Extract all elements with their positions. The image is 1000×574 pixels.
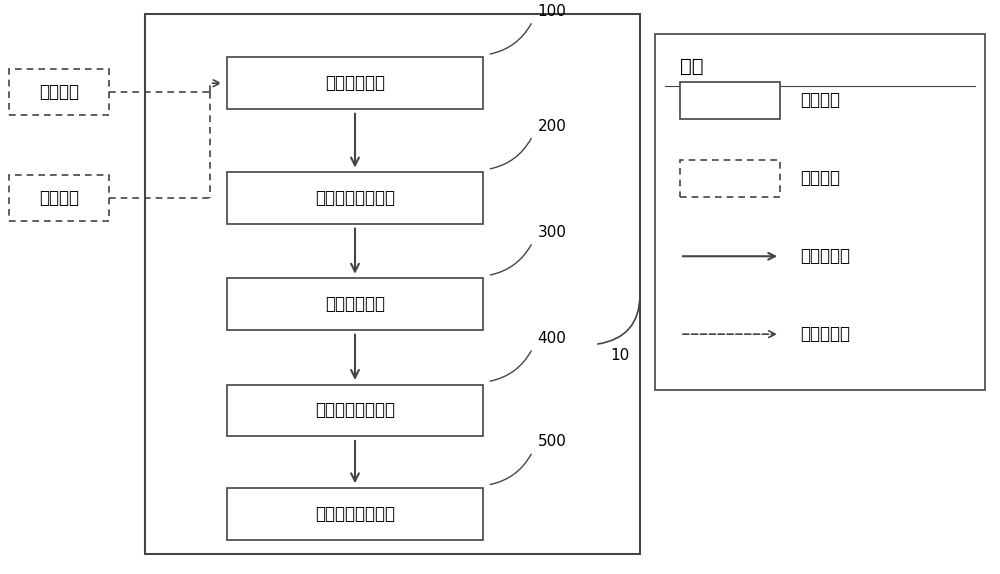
Text: 400: 400 bbox=[538, 331, 566, 346]
Text: 内部组件: 内部组件 bbox=[800, 91, 840, 110]
Text: 内部数据流: 内部数据流 bbox=[800, 247, 850, 265]
Bar bbox=[655, 34, 985, 390]
Bar bbox=[227, 488, 482, 540]
Bar bbox=[9, 69, 109, 115]
Text: 500: 500 bbox=[538, 435, 566, 449]
Text: 300: 300 bbox=[538, 225, 566, 240]
Bar bbox=[227, 385, 482, 436]
Text: 图纸差异检测组件: 图纸差异检测组件 bbox=[315, 505, 395, 523]
Text: 外部组件: 外部组件 bbox=[800, 169, 840, 187]
Text: 外部数据流: 外部数据流 bbox=[800, 325, 850, 343]
Bar bbox=[227, 278, 482, 330]
Bar bbox=[680, 82, 780, 119]
Text: 工程图纸: 工程图纸 bbox=[39, 83, 79, 101]
Text: 100: 100 bbox=[538, 4, 566, 19]
Bar bbox=[9, 175, 109, 221]
Text: 数据关系管理组件: 数据关系管理组件 bbox=[315, 189, 395, 207]
Text: 200: 200 bbox=[538, 119, 566, 134]
Text: 10: 10 bbox=[610, 348, 629, 363]
Bar bbox=[680, 160, 780, 197]
Text: 数据处理组件: 数据处理组件 bbox=[325, 295, 385, 313]
Bar bbox=[145, 14, 640, 554]
Bar bbox=[227, 57, 482, 109]
Text: 历史信息: 历史信息 bbox=[39, 189, 79, 207]
Text: 图注: 图注 bbox=[680, 56, 704, 76]
Bar bbox=[227, 172, 482, 224]
Text: 图纸页面匹配组件: 图纸页面匹配组件 bbox=[315, 401, 395, 420]
Text: 用户交互组件: 用户交互组件 bbox=[325, 74, 385, 92]
